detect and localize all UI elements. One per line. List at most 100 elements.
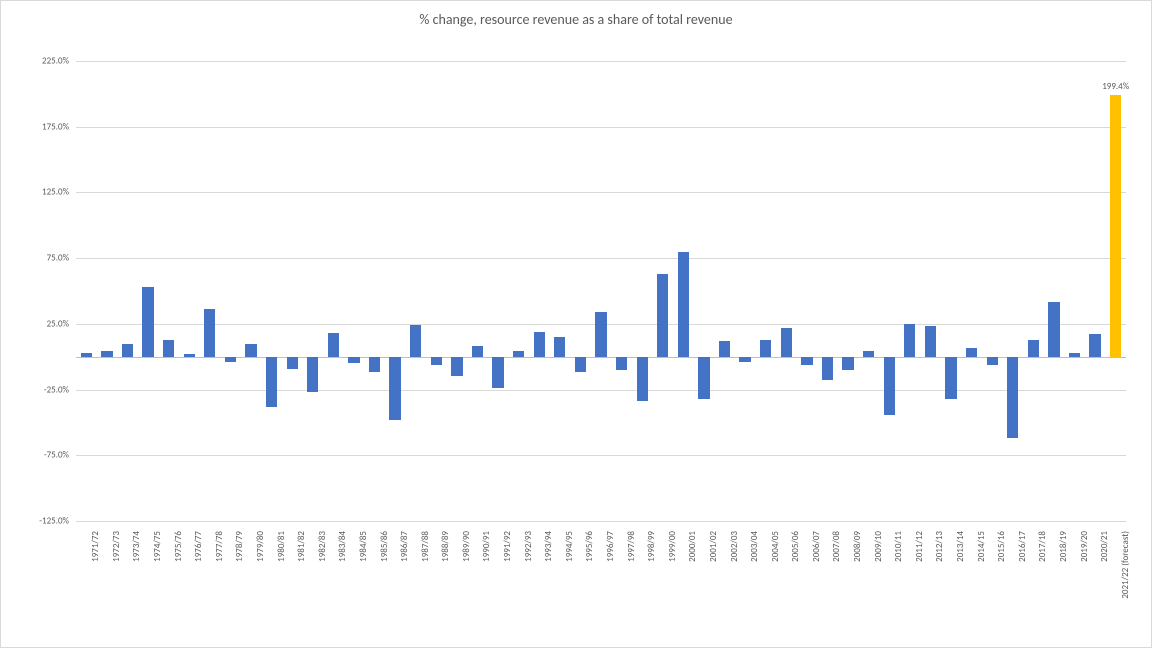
x-tick-label: 1978/79 bbox=[234, 531, 245, 562]
bar bbox=[266, 357, 277, 407]
x-tick-label: 2011/12 bbox=[914, 531, 925, 562]
x-tick-label: 1989/90 bbox=[461, 531, 472, 562]
x-tick-label: 2008/09 bbox=[852, 531, 863, 562]
x-tick-label: 2002/03 bbox=[729, 531, 740, 562]
x-tick-label: 1973/74 bbox=[131, 531, 142, 562]
y-tick-label: 175.0% bbox=[9, 121, 69, 132]
x-tick-label: 1995/96 bbox=[584, 531, 595, 562]
bar bbox=[801, 357, 812, 365]
gridline bbox=[76, 192, 1126, 193]
bar bbox=[389, 357, 400, 420]
x-tick-label: 1976/77 bbox=[193, 531, 204, 562]
x-tick-label: 1990/91 bbox=[481, 531, 492, 562]
x-tick-label: 2009/10 bbox=[873, 531, 884, 562]
bar bbox=[534, 332, 545, 357]
bar bbox=[245, 344, 256, 357]
x-tick-label: 1977/78 bbox=[214, 531, 225, 562]
bar bbox=[81, 353, 92, 357]
x-tick-label: 2000/01 bbox=[687, 531, 698, 562]
bar bbox=[739, 357, 750, 362]
x-tick-label: 1980/81 bbox=[276, 531, 287, 562]
x-tick-label: 1987/88 bbox=[420, 531, 431, 562]
bar bbox=[1007, 357, 1018, 438]
bar bbox=[348, 357, 359, 364]
bar bbox=[1028, 340, 1039, 357]
bar bbox=[431, 357, 442, 365]
x-tick-label: 1981/82 bbox=[296, 531, 307, 562]
bar bbox=[904, 324, 915, 357]
bar bbox=[781, 328, 792, 357]
x-tick-label: 2014/15 bbox=[976, 531, 987, 562]
x-tick-label: 2004/05 bbox=[770, 531, 781, 562]
x-tick-label: 2012/13 bbox=[934, 531, 945, 562]
bar bbox=[369, 357, 380, 373]
bar bbox=[307, 357, 318, 392]
x-tick-label: 2017/18 bbox=[1037, 531, 1048, 562]
bar bbox=[204, 309, 215, 356]
x-tick-label: 2003/04 bbox=[749, 531, 760, 562]
data-label: 199.4% bbox=[1102, 81, 1129, 92]
bar bbox=[472, 346, 483, 357]
x-axis-labels: 1971/72 1972/73 1973/74 1974/75 1975/76 1976/… bbox=[76, 526, 1126, 636]
x-tick-label: 1985/86 bbox=[379, 531, 390, 562]
bar bbox=[575, 357, 586, 373]
bar bbox=[513, 351, 524, 356]
x-tick-label: 2020/21 bbox=[1099, 531, 1110, 562]
bar bbox=[945, 357, 956, 399]
x-tick-label: 1993/94 bbox=[543, 531, 554, 562]
bar bbox=[410, 325, 421, 357]
x-tick-label: 1971/72 bbox=[90, 531, 101, 562]
gridline bbox=[76, 521, 1126, 522]
bar bbox=[884, 357, 895, 415]
x-tick-label: 2006/07 bbox=[811, 531, 822, 562]
x-tick-label: 1999/00 bbox=[667, 531, 678, 562]
gridline bbox=[76, 390, 1126, 391]
x-tick-label: 2013/14 bbox=[955, 531, 966, 562]
x-tick-label: 2005/06 bbox=[790, 531, 801, 562]
x-tick-label: 2019/20 bbox=[1079, 531, 1090, 562]
x-tick-label: 2018/19 bbox=[1058, 531, 1069, 562]
bar bbox=[657, 274, 668, 357]
x-tick-label: 1975/76 bbox=[173, 531, 184, 562]
x-tick-label: 1996/97 bbox=[605, 531, 616, 562]
x-tick-label: 1997/98 bbox=[626, 531, 637, 562]
bar bbox=[698, 357, 709, 399]
bar bbox=[760, 340, 771, 357]
bar bbox=[122, 344, 133, 357]
x-tick-label: 1979/80 bbox=[255, 531, 266, 562]
y-tick-label: 125.0% bbox=[9, 187, 69, 198]
y-tick-label: 75.0% bbox=[9, 253, 69, 264]
y-tick-label: 25.0% bbox=[9, 318, 69, 329]
x-tick-label: 1974/75 bbox=[152, 531, 163, 562]
bar bbox=[554, 337, 565, 357]
bar bbox=[987, 357, 998, 365]
gridline bbox=[76, 127, 1126, 128]
y-tick-label: -125.0% bbox=[9, 516, 69, 527]
chart-container: % change, resource revenue as a share of… bbox=[0, 0, 1152, 648]
plot-area: 199.4% bbox=[76, 61, 1126, 521]
bar bbox=[595, 312, 606, 357]
chart-title: % change, resource revenue as a share of… bbox=[1, 11, 1151, 28]
gridline bbox=[76, 61, 1126, 62]
bar bbox=[451, 357, 462, 377]
x-tick-label: 1988/89 bbox=[440, 531, 451, 562]
bar bbox=[225, 357, 236, 362]
x-tick-label: 2010/11 bbox=[893, 531, 904, 562]
bar bbox=[287, 357, 298, 369]
y-tick-label: -75.0% bbox=[9, 450, 69, 461]
bar bbox=[863, 351, 874, 356]
bar bbox=[637, 357, 648, 402]
x-tick-label: 1998/99 bbox=[646, 531, 657, 562]
gridline bbox=[76, 455, 1126, 456]
x-tick-label: 1984/85 bbox=[358, 531, 369, 562]
bar bbox=[616, 357, 627, 370]
y-tick-label: -25.0% bbox=[9, 384, 69, 395]
bar bbox=[142, 287, 153, 357]
x-tick-label: 2016/17 bbox=[1017, 531, 1028, 562]
bar-forecast bbox=[1110, 95, 1121, 357]
x-tick-label: 1972/73 bbox=[111, 531, 122, 562]
x-tick-label: 1986/87 bbox=[399, 531, 410, 562]
x-tick-label: 1983/84 bbox=[337, 531, 348, 562]
bar bbox=[184, 354, 195, 357]
x-tick-label: 1982/83 bbox=[317, 531, 328, 562]
